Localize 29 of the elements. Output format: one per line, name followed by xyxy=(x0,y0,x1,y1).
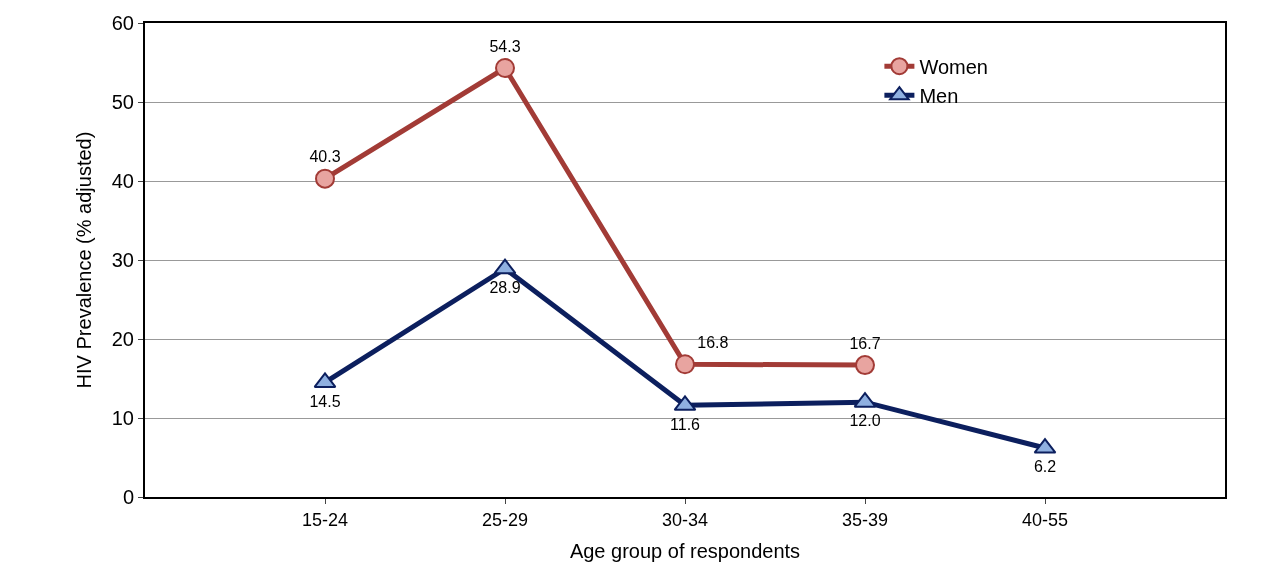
point xyxy=(493,258,517,275)
data-label: 40.3 xyxy=(309,148,341,166)
data-label: 16.7 xyxy=(849,334,881,352)
y-tick-label: 50 xyxy=(111,91,134,113)
point xyxy=(675,354,695,375)
data-label: 14.5 xyxy=(309,392,341,410)
point xyxy=(495,58,515,79)
data-label: 12.0 xyxy=(849,412,881,430)
legend-label: Men xyxy=(919,85,959,107)
x-tick-label: 25-29 xyxy=(481,509,529,530)
data-label: 16.8 xyxy=(697,334,729,352)
x-tick-label: 40-55 xyxy=(1021,509,1069,530)
data-label: 11.6 xyxy=(670,415,701,433)
x-axis-title: Age group of respondents xyxy=(569,539,801,562)
x-tick-label: 30-34 xyxy=(661,509,709,530)
y-tick-label: 30 xyxy=(111,249,134,271)
y-tick-label: 10 xyxy=(111,407,134,429)
legend-label: Women xyxy=(919,56,988,78)
data-label: 6.2 xyxy=(1033,458,1057,476)
y-tick-label: 40 xyxy=(111,170,134,192)
y-tick-label: 60 xyxy=(111,12,134,34)
y-tick-label: 20 xyxy=(111,328,134,350)
point xyxy=(315,168,335,189)
data-label: 28.9 xyxy=(489,278,521,296)
y-axis-title: HIV Prevalence (% adjusted) xyxy=(72,131,95,389)
y-tick-label: 0 xyxy=(122,486,134,508)
x-tick-label: 15-24 xyxy=(301,509,349,530)
data-label: 54.3 xyxy=(489,37,521,55)
x-tick-label: 35-39 xyxy=(841,509,889,530)
